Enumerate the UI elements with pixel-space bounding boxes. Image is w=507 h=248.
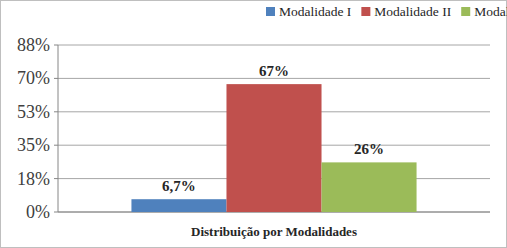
legend-swatch bbox=[361, 7, 370, 16]
tick-mark bbox=[54, 111, 58, 112]
bar bbox=[226, 84, 321, 212]
grid-line bbox=[58, 45, 490, 46]
bars bbox=[131, 84, 416, 212]
chart-frame bbox=[1, 1, 507, 248]
tick-mark bbox=[54, 145, 58, 146]
tick-mark bbox=[54, 212, 58, 213]
legend-label: Modalidade II bbox=[374, 4, 451, 19]
legend-label: Modalidade I bbox=[279, 4, 352, 19]
data-label: 67% bbox=[259, 63, 289, 79]
data-label: 6,7% bbox=[162, 178, 196, 194]
data-labels: 6,7% 67% 26% bbox=[162, 63, 384, 194]
tick-mark bbox=[54, 178, 58, 179]
data-label: 26% bbox=[354, 141, 384, 157]
legend-swatch bbox=[266, 7, 275, 16]
y-axis bbox=[58, 45, 59, 212]
tick-label: 88% bbox=[17, 35, 50, 55]
legend: Modalidade I Modalidade II Modalidade III bbox=[266, 4, 507, 19]
legend-label: Modalidade III bbox=[474, 4, 507, 19]
tick-label: 53% bbox=[17, 102, 50, 122]
chart: 0% 18% 35% 53% 70% 88% 6,7% 67% 26% Distribuição … bbox=[0, 0, 507, 248]
bar bbox=[322, 162, 417, 212]
tick-label: 35% bbox=[17, 135, 50, 155]
tick-label: 18% bbox=[17, 169, 50, 189]
tick-label: 0% bbox=[26, 202, 50, 222]
bar bbox=[131, 199, 226, 212]
tick-label: 70% bbox=[17, 68, 50, 88]
category-label: Distribuição por Modalidades bbox=[191, 224, 357, 239]
legend-swatch bbox=[461, 7, 470, 16]
tick-mark bbox=[54, 78, 58, 79]
tick-mark bbox=[54, 45, 58, 46]
